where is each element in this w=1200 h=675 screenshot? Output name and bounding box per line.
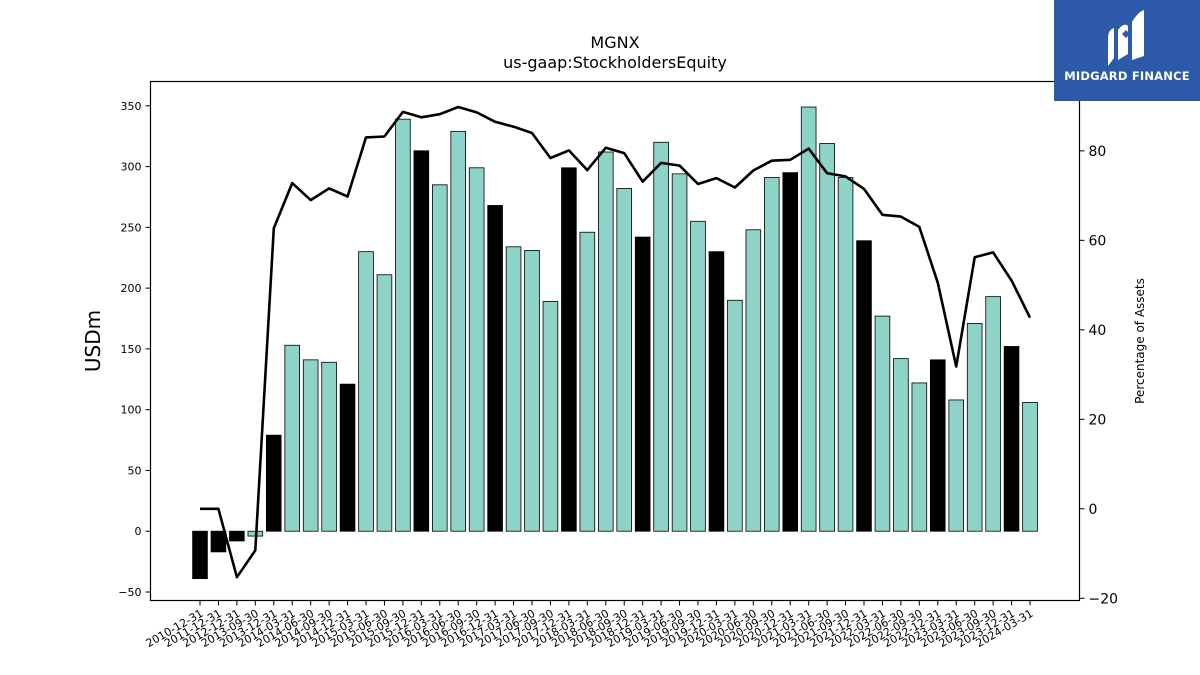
bar-2015-06-30 [376, 274, 393, 532]
y-axis-left: −50 0 50 100 150 200 250 300 350 [118, 100, 151, 599]
y2-axis-label: Percentage of Assets [1133, 278, 1147, 404]
bar-2018-06-30 [598, 151, 614, 532]
bar-2020-12-31 [782, 172, 798, 532]
y-tick-label: 250 [121, 221, 142, 234]
y-axis-right: −20 0 20 40 60 80 [1079, 144, 1119, 607]
bar-2022-06-30 [893, 358, 909, 532]
bar-2021-12-31 [856, 240, 872, 532]
bar-2021-09-30 [837, 177, 854, 532]
bar-2020-03-31 [727, 299, 743, 532]
chart-subtitle: us-gaap:StockholdersEquity [503, 53, 727, 72]
y-tick-label: 150 [121, 343, 142, 356]
bar-2020-09-30 [764, 177, 780, 532]
bar-2010-12-31 [192, 530, 208, 580]
bar-2014-09-30 [321, 361, 337, 532]
bar-2023-06-30 [966, 322, 983, 532]
y-tick-label: −50 [118, 586, 141, 599]
bar-2014-12-31 [339, 383, 356, 532]
bar-2015-12-31 [413, 150, 430, 532]
bar-2022-03-31 [874, 315, 891, 532]
bar-2011-12-31 [210, 530, 227, 553]
midgard-logo-icon [1108, 10, 1144, 66]
bar-2016-06-30 [450, 130, 467, 532]
chart-title: MGNX [590, 33, 639, 52]
bar-2017-09-30 [542, 301, 559, 532]
y-tick-label: 100 [121, 404, 142, 417]
bar-2021-06-30 [819, 143, 835, 532]
bar-2013-12-31 [265, 434, 282, 532]
bar-2014-03-31 [284, 344, 301, 532]
y2-tick-label: −20 [1089, 591, 1119, 607]
y2-tick-label: 60 [1089, 233, 1107, 249]
bars-layer [192, 106, 1038, 580]
bar-2024-03-31 [1022, 401, 1038, 532]
bar-2012-12-31 [229, 530, 245, 542]
percentage-of-assets-line [200, 105, 1032, 579]
midgard-finance-logo: MIDGARD FINANCE [1054, 0, 1200, 101]
bar-2019-06-30 [671, 173, 688, 532]
bar-2023-03-31 [948, 399, 964, 532]
bar-2021-03-31 [800, 106, 817, 532]
bar-2020-06-30 [745, 229, 762, 532]
bar-2018-12-31 [634, 236, 651, 532]
bar-2017-03-31 [505, 246, 522, 532]
bar-2017-12-31 [561, 167, 577, 532]
y-tick-label: 0 [135, 525, 142, 538]
line-layer [200, 105, 1032, 579]
y-tick-label: 300 [121, 161, 142, 174]
bar-2018-03-31 [579, 231, 596, 532]
y-tick-label: 200 [121, 282, 142, 295]
bar-2019-12-31 [708, 251, 725, 532]
y-tick-label: 350 [121, 100, 142, 113]
y-tick-label: 50 [128, 464, 142, 477]
y-axis-label: USDm [81, 310, 105, 372]
bar-2022-09-30 [911, 382, 928, 532]
bar-2016-09-30 [468, 167, 485, 532]
logo-text: MIDGARD FINANCE [1064, 69, 1190, 83]
x-axis: 2010-12-312011-12-312012-12-312013-09-30… [144, 600, 1036, 650]
bar-2023-09-30 [985, 296, 1001, 532]
bar-2017-06-30 [524, 250, 540, 532]
y2-tick-label: 40 [1089, 323, 1107, 339]
bar-2016-12-31 [487, 205, 503, 532]
bar-2019-09-30 [690, 220, 706, 532]
plot-frame [149, 80, 1081, 602]
bar-2019-03-31 [653, 141, 669, 532]
bar-2015-03-31 [358, 251, 374, 532]
y2-tick-label: 80 [1089, 144, 1107, 160]
bar-2018-09-30 [616, 188, 632, 532]
bar-2016-03-31 [431, 184, 448, 532]
y2-tick-label: 0 [1089, 502, 1098, 518]
bar-2023-12-31 [1003, 346, 1020, 532]
bar-2022-12-31 [930, 359, 946, 532]
bar-2015-09-30 [395, 118, 411, 532]
y2-tick-label: 20 [1089, 412, 1107, 428]
bar-2014-06-30 [302, 359, 319, 532]
